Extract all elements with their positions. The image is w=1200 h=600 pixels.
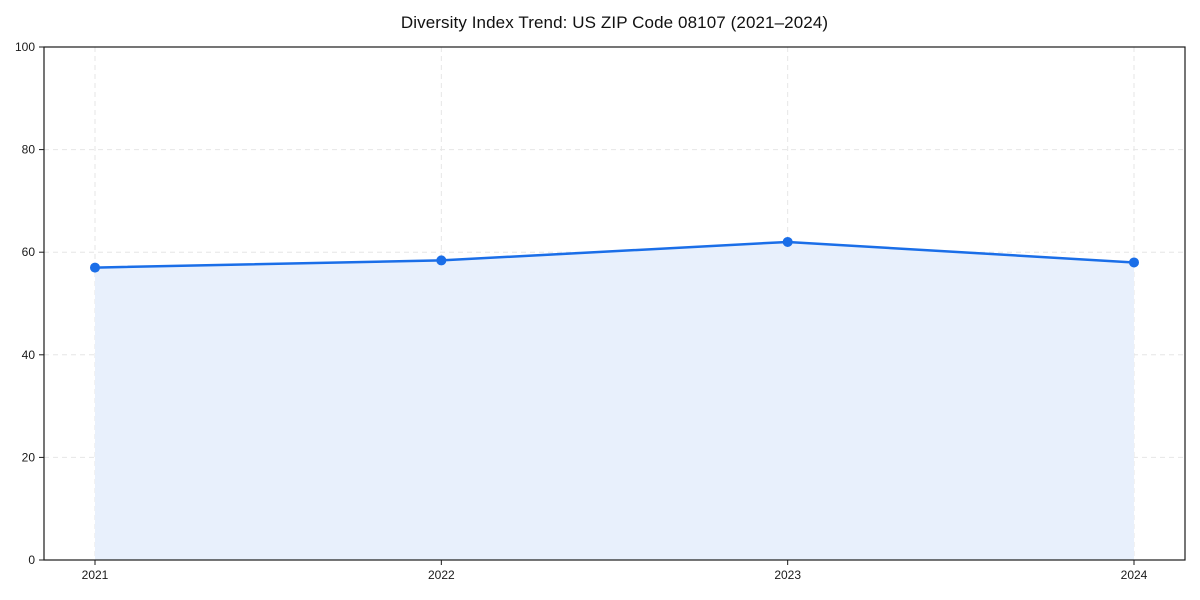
chart-title: Diversity Index Trend: US ZIP Code 08107…: [400, 13, 829, 32]
x-tick-label-2024: 2024: [1121, 568, 1148, 582]
trend-line: [93, 240, 1136, 269]
y-tick-label-80: 80: [22, 143, 36, 157]
area-fill: [95, 241, 1134, 560]
data-point-2024: [1129, 257, 1139, 268]
y-tick-label-20: 20: [22, 450, 36, 464]
data-point-2021: [90, 262, 100, 273]
plot-border: [43, 46, 1186, 561]
y-tick-label-60: 60: [22, 245, 36, 259]
y-tick-label-0: 0: [28, 553, 35, 567]
data-point-2023: [782, 236, 793, 247]
data-point-2022: [436, 255, 447, 266]
y-tick-label-100: 100: [15, 40, 35, 54]
y-tick-label-40: 40: [22, 348, 36, 362]
x-tick-label-2022: 2022: [428, 568, 455, 582]
x-tick-label-2023: 2023: [774, 568, 801, 582]
x-tick-label-2021: 2021: [82, 568, 109, 582]
